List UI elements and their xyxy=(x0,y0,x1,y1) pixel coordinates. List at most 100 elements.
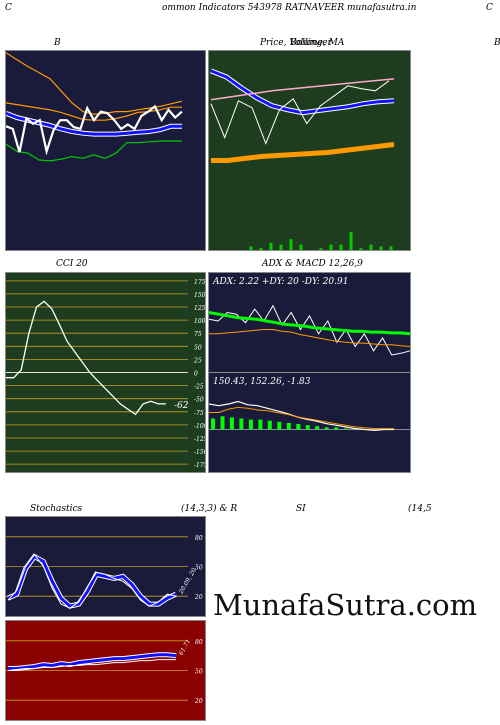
header-right-char: C xyxy=(486,3,493,13)
macd-histogram-bar xyxy=(315,426,320,430)
volume-bar xyxy=(249,246,253,250)
volume-bar xyxy=(349,232,353,250)
macd-histogram-bar xyxy=(239,418,244,430)
volume-bar xyxy=(359,248,363,250)
bollinger-panel xyxy=(5,50,206,251)
adx-plus-di-line xyxy=(209,329,411,347)
adx-minus-di-line xyxy=(208,311,411,336)
macd-line xyxy=(208,400,394,432)
bollinger-chart xyxy=(5,52,183,162)
overlap-title: Bollinger xyxy=(290,38,332,48)
stochastics-panel: 80 50 20 20.09, 20 xyxy=(5,516,206,617)
tick-label: 80 xyxy=(195,535,203,542)
macd-histogram-bar xyxy=(305,425,310,430)
secondary-line xyxy=(7,659,176,671)
price-blue-ma-line xyxy=(210,69,395,115)
cci-panel: 175 150 125 100 75 50 25 0 -25 -50 -75 -100 -125 -150… xyxy=(5,272,208,473)
cci-line xyxy=(6,300,166,416)
macd-histogram-bar xyxy=(229,417,234,430)
bb-lower-band xyxy=(5,52,183,115)
macd-histogram-bar xyxy=(248,419,253,430)
macd-chart: 150.43, 152.26, -1.83 xyxy=(208,377,410,432)
tick-label: 50 xyxy=(195,565,203,572)
cci-tick-label: 100 xyxy=(194,318,205,325)
macd-panel: 150.43, 152.26, -1.83 xyxy=(208,372,411,473)
cci-tick-label: 25 xyxy=(193,357,202,364)
si-title: SI xyxy=(296,504,306,514)
cci-tick-label: 175 xyxy=(194,279,205,286)
tick-label: 20 xyxy=(194,698,203,705)
cci-tick-label: 150 xyxy=(194,292,205,299)
macd-label: 150.43, 152.26, -1.83 xyxy=(213,377,311,387)
cci-tick-label: -25 xyxy=(194,384,204,391)
cci-tick-label: -150 xyxy=(194,449,205,456)
right-b-title: B xyxy=(494,38,500,48)
primary-line xyxy=(8,653,177,670)
tick-label: 50 xyxy=(195,669,203,676)
cci-tick-label: -75 xyxy=(194,410,204,417)
cci-chart: 175 150 125 100 75 50 25 0 -25 -50 -75 -100 -125 -150… xyxy=(6,279,208,469)
volume-bar xyxy=(259,248,263,250)
macd-histogram-bar xyxy=(220,416,225,430)
macd-signal-line xyxy=(209,406,394,430)
volume-bar xyxy=(339,244,343,250)
macd-histogram-bar xyxy=(296,424,301,430)
price-ma-panel xyxy=(208,50,411,251)
bollinger-title: B xyxy=(54,38,61,48)
macd-histogram-bar xyxy=(267,420,272,430)
cci-tick-label: 125 xyxy=(194,305,205,312)
bb-upper-band xyxy=(5,140,182,162)
adx-macd-title: ADX & MACD 12,26,9 xyxy=(262,259,363,269)
macd-histogram-bar xyxy=(277,421,282,430)
macd-histogram-bar xyxy=(334,427,339,430)
header-left-char: C xyxy=(5,3,12,13)
cci-tick-label: 0 xyxy=(194,371,198,378)
cci-title: CCI 20 xyxy=(56,259,88,269)
adx-white-line xyxy=(208,304,411,356)
volume-bar xyxy=(379,246,383,250)
price-ema-line xyxy=(211,142,395,163)
macd-histogram-bar xyxy=(258,419,263,430)
cci-tick-label: -50 xyxy=(194,397,204,404)
macd-histogram-bar xyxy=(324,427,329,430)
adx-label: ADX: 2.22 +DY: 20 -DY: 20.91 xyxy=(212,277,348,287)
cci-tick-label: -100 xyxy=(194,423,205,430)
rsi-panel: 80 50 20 61.71 xyxy=(5,620,206,721)
secondary-line xyxy=(7,553,177,609)
tick-label: 80 xyxy=(195,639,203,646)
volume-bar xyxy=(289,239,293,250)
volume-bar xyxy=(299,244,303,250)
volume-bar xyxy=(319,248,323,250)
primary-line xyxy=(7,554,177,608)
macd-histogram-bar xyxy=(343,428,348,430)
munafasutra-watermark: MunafaSutra.com xyxy=(213,588,478,622)
adx-chart: ADX: 2.22 +DY: 20 -DY: 20.91 xyxy=(208,277,411,356)
macd-histogram-bar xyxy=(211,418,215,430)
cci-tick-label: -175 xyxy=(194,462,205,469)
stochastics-title: Stochastics xyxy=(30,504,83,514)
volume-bar xyxy=(389,246,393,250)
stoch-params-title: (14,3,3) & R xyxy=(181,504,238,514)
header-title: ommon Indicators 543978 RATNAVEER munafa… xyxy=(162,3,417,13)
cci-last-value: -62 xyxy=(174,401,189,411)
cci-tick-label: -125 xyxy=(194,436,205,443)
price-ma-chart xyxy=(210,68,395,251)
volume-bar xyxy=(329,244,333,250)
volume-bar xyxy=(369,244,373,250)
price-blue-ma-line-outline xyxy=(210,68,395,116)
rsi-params-title: (14,5 xyxy=(408,504,432,514)
bb-price-line xyxy=(5,104,183,156)
tick-label: 20 xyxy=(194,594,203,601)
cci-tick-label: 50 xyxy=(194,344,202,351)
macd-histogram-bar xyxy=(372,429,377,430)
macd-histogram-bar xyxy=(286,422,291,430)
price-pink-ma-line xyxy=(210,78,395,101)
price-line xyxy=(210,80,390,145)
adx-panel: ADX: 2.22 +DY: 20 -DY: 20.91 xyxy=(208,272,411,373)
volume-bar xyxy=(269,242,273,250)
last-value-label: 20.09, 20 xyxy=(177,567,198,596)
volume-bar xyxy=(279,244,283,250)
cci-tick-label: 75 xyxy=(194,331,202,338)
stochastics-chart: 80 50 20 20.09, 20 xyxy=(6,535,203,609)
